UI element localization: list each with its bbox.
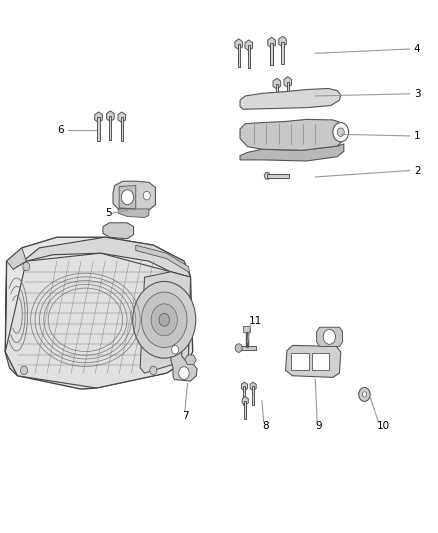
Polygon shape: [118, 112, 126, 123]
Circle shape: [21, 366, 28, 375]
Polygon shape: [95, 112, 102, 123]
Circle shape: [159, 313, 170, 326]
Polygon shape: [136, 245, 191, 277]
Polygon shape: [273, 78, 281, 89]
Bar: [271, 43, 272, 65]
Circle shape: [150, 366, 157, 375]
Polygon shape: [5, 253, 191, 388]
Polygon shape: [241, 382, 247, 391]
Circle shape: [121, 190, 134, 205]
Polygon shape: [245, 40, 253, 51]
Bar: [281, 42, 284, 64]
Polygon shape: [119, 185, 136, 209]
Circle shape: [337, 128, 344, 136]
Bar: [110, 116, 111, 140]
Polygon shape: [240, 144, 344, 161]
Text: 8: 8: [262, 422, 268, 431]
Circle shape: [141, 292, 187, 348]
Circle shape: [179, 367, 189, 379]
Text: 11: 11: [249, 316, 262, 326]
Polygon shape: [171, 345, 197, 381]
Polygon shape: [185, 355, 196, 365]
Bar: [252, 386, 254, 405]
Bar: [243, 326, 250, 332]
Bar: [121, 117, 123, 141]
Text: 1: 1: [414, 131, 420, 141]
Text: 6: 6: [57, 125, 64, 135]
Bar: [276, 84, 278, 105]
Bar: [267, 174, 289, 178]
Polygon shape: [106, 111, 114, 122]
Circle shape: [133, 281, 196, 358]
Circle shape: [172, 345, 179, 354]
Text: 5: 5: [105, 208, 112, 218]
Bar: [239, 346, 256, 350]
Circle shape: [362, 392, 367, 397]
Polygon shape: [13, 237, 191, 277]
Circle shape: [23, 262, 30, 271]
Circle shape: [359, 387, 370, 401]
Bar: [287, 82, 289, 103]
Polygon shape: [240, 119, 344, 150]
Text: 7: 7: [182, 411, 188, 421]
Polygon shape: [103, 223, 134, 239]
Polygon shape: [113, 181, 155, 210]
Bar: [248, 45, 250, 68]
Bar: [312, 353, 329, 370]
Bar: [97, 117, 99, 141]
Polygon shape: [5, 248, 26, 376]
Text: 2: 2: [414, 166, 420, 175]
Bar: [238, 44, 240, 67]
Circle shape: [333, 123, 349, 142]
Text: 3: 3: [414, 89, 420, 99]
Polygon shape: [250, 382, 256, 391]
Polygon shape: [118, 209, 149, 217]
Text: 4: 4: [414, 44, 420, 54]
Polygon shape: [5, 237, 193, 389]
Polygon shape: [284, 77, 292, 87]
Circle shape: [323, 329, 336, 344]
Bar: [244, 386, 246, 405]
Polygon shape: [279, 36, 286, 47]
Polygon shape: [240, 88, 341, 109]
Text: 10: 10: [377, 422, 390, 431]
Text: 9: 9: [315, 422, 322, 431]
Polygon shape: [242, 397, 248, 405]
Circle shape: [143, 191, 150, 200]
Bar: [291, 353, 309, 370]
Circle shape: [151, 304, 177, 336]
Polygon shape: [317, 327, 343, 346]
Polygon shape: [286, 345, 341, 377]
Circle shape: [235, 344, 242, 352]
Bar: [244, 401, 247, 419]
Polygon shape: [264, 173, 270, 179]
Polygon shape: [235, 39, 243, 50]
Polygon shape: [268, 37, 276, 48]
Polygon shape: [140, 272, 191, 373]
